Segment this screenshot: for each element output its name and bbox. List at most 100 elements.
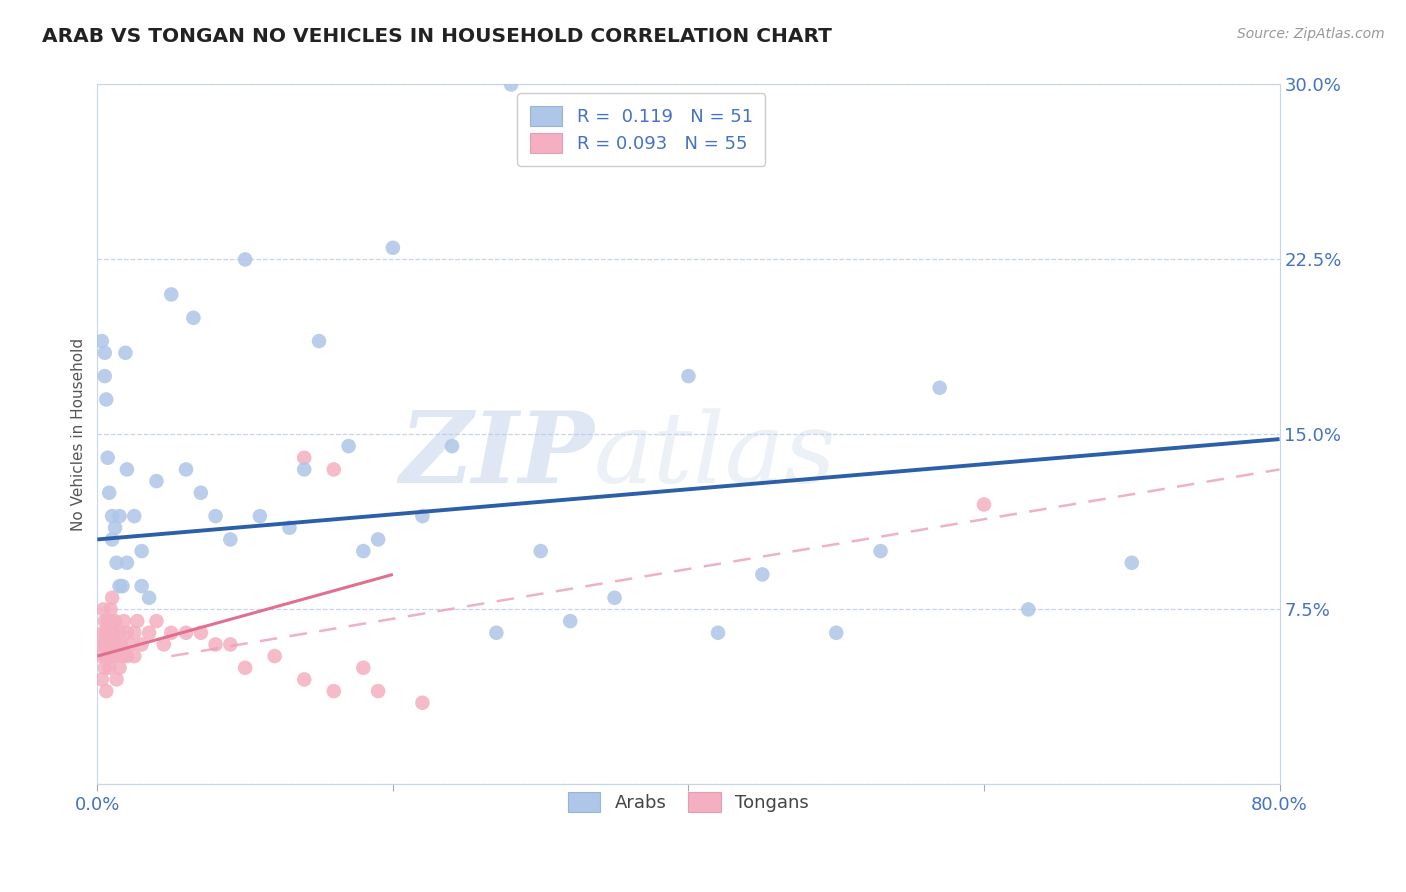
- Point: [869, 544, 891, 558]
- Point: [93, 661, 115, 675]
- Point: [108, 625, 131, 640]
- Point: [678, 369, 700, 384]
- Y-axis label: No Vehicles in Household: No Vehicles in Household: [72, 338, 86, 531]
- Point: [98, 485, 121, 500]
- Point: [97, 450, 120, 465]
- Point: [93, 345, 115, 359]
- Legend: Arabs, Tongans: Arabs, Tongans: [555, 780, 821, 824]
- Point: [560, 614, 582, 628]
- Point: [101, 509, 124, 524]
- Point: [104, 521, 127, 535]
- Point: [292, 462, 315, 476]
- Point: [501, 78, 523, 92]
- Text: ZIP: ZIP: [399, 407, 593, 504]
- Point: [138, 625, 160, 640]
- Point: [115, 556, 138, 570]
- Point: [108, 509, 131, 524]
- Point: [263, 649, 285, 664]
- Point: [96, 684, 118, 698]
- Point: [292, 673, 315, 687]
- Point: [352, 544, 374, 558]
- Point: [90, 334, 112, 348]
- Point: [98, 625, 121, 640]
- Point: [138, 591, 160, 605]
- Point: [707, 625, 730, 640]
- Text: atlas: atlas: [593, 408, 837, 503]
- Point: [105, 556, 128, 570]
- Point: [115, 625, 138, 640]
- Point: [91, 625, 114, 640]
- Point: [110, 637, 132, 651]
- Point: [114, 345, 136, 359]
- Point: [174, 462, 197, 476]
- Point: [112, 614, 135, 628]
- Point: [124, 649, 146, 664]
- Point: [973, 498, 995, 512]
- Point: [160, 625, 183, 640]
- Point: [153, 637, 176, 651]
- Point: [308, 334, 330, 348]
- Point: [111, 579, 134, 593]
- Point: [411, 696, 433, 710]
- Point: [97, 614, 120, 628]
- Point: [100, 602, 122, 616]
- Point: [825, 625, 848, 640]
- Point: [93, 637, 115, 651]
- Point: [118, 637, 141, 651]
- Point: [131, 544, 153, 558]
- Point: [322, 462, 344, 476]
- Point: [105, 637, 128, 651]
- Point: [124, 625, 146, 640]
- Point: [96, 625, 118, 640]
- Point: [98, 661, 121, 675]
- Point: [183, 310, 205, 325]
- Point: [337, 439, 360, 453]
- Point: [292, 450, 315, 465]
- Point: [233, 252, 256, 267]
- Point: [174, 625, 197, 640]
- Point: [367, 533, 389, 547]
- Point: [204, 509, 226, 524]
- Point: [1017, 602, 1039, 616]
- Point: [103, 625, 125, 640]
- Point: [89, 637, 111, 651]
- Point: [485, 625, 508, 640]
- Point: [115, 462, 138, 476]
- Point: [278, 521, 301, 535]
- Point: [440, 439, 463, 453]
- Point: [145, 474, 167, 488]
- Point: [381, 241, 404, 255]
- Point: [101, 533, 124, 547]
- Point: [160, 287, 183, 301]
- Point: [219, 533, 242, 547]
- Point: [101, 614, 124, 628]
- Point: [530, 544, 553, 558]
- Point: [603, 591, 626, 605]
- Point: [108, 661, 131, 675]
- Point: [219, 637, 242, 651]
- Text: ARAB VS TONGAN NO VEHICLES IN HOUSEHOLD CORRELATION CHART: ARAB VS TONGAN NO VEHICLES IN HOUSEHOLD …: [42, 27, 832, 45]
- Point: [101, 649, 124, 664]
- Point: [96, 649, 118, 664]
- Point: [90, 649, 112, 664]
- Point: [190, 485, 212, 500]
- Point: [204, 637, 226, 651]
- Point: [131, 637, 153, 651]
- Point: [105, 673, 128, 687]
- Point: [111, 649, 134, 664]
- Point: [411, 509, 433, 524]
- Point: [352, 661, 374, 675]
- Point: [93, 614, 115, 628]
- Point: [104, 614, 127, 628]
- Point: [115, 649, 138, 664]
- Point: [108, 579, 131, 593]
- Point: [751, 567, 773, 582]
- Point: [124, 509, 146, 524]
- Point: [101, 591, 124, 605]
- Point: [91, 602, 114, 616]
- Point: [367, 684, 389, 698]
- Point: [104, 649, 127, 664]
- Point: [93, 369, 115, 384]
- Point: [1121, 556, 1143, 570]
- Point: [145, 614, 167, 628]
